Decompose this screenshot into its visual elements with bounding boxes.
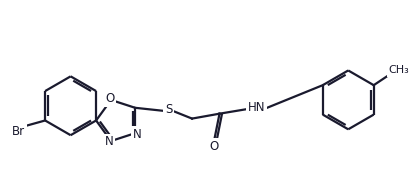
Text: N: N xyxy=(133,128,142,141)
Text: CH₃: CH₃ xyxy=(389,65,409,75)
Text: Br: Br xyxy=(12,125,25,138)
Text: O: O xyxy=(106,92,115,105)
Text: HN: HN xyxy=(248,101,265,114)
Text: S: S xyxy=(165,103,172,116)
Text: O: O xyxy=(209,139,218,152)
Text: N: N xyxy=(105,136,113,149)
